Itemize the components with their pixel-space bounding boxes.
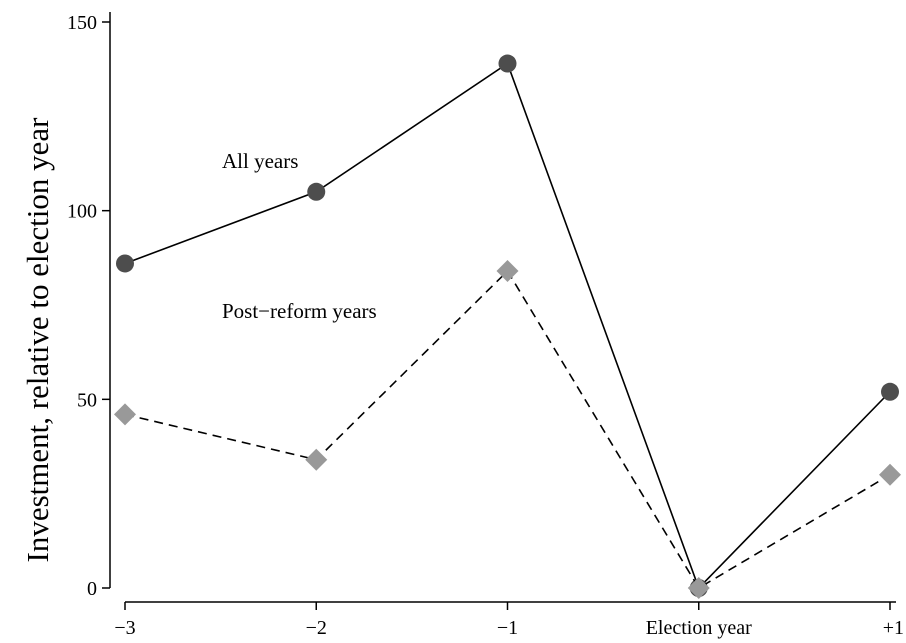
x-ticks: −3 −2 −1 Election year +1 xyxy=(114,602,904,639)
x-tick-label: −3 xyxy=(114,617,135,639)
annotation-all-years: All years xyxy=(222,149,298,173)
x-tick-label: +1 xyxy=(883,617,904,639)
annotation-layer: All years Post−reform years xyxy=(222,149,377,323)
data-point-diamond xyxy=(879,463,901,486)
data-point-circle xyxy=(116,254,134,273)
series-line xyxy=(124,62,891,590)
data-point-circle xyxy=(498,54,517,73)
annotation-post-reform-years: Post−reform years xyxy=(222,299,377,323)
data-point-diamond xyxy=(496,260,519,283)
x-tick-label: −2 xyxy=(306,617,327,639)
data-point-diamond xyxy=(305,448,328,471)
y-tick-label: 0 xyxy=(87,578,97,600)
y-tick-label: 100 xyxy=(67,201,97,223)
data-point-diamond xyxy=(114,403,136,426)
series-layer xyxy=(114,54,901,599)
series-all-years xyxy=(116,54,899,597)
data-point-circle xyxy=(307,182,326,201)
y-ticks: 0 50 100 150 xyxy=(67,12,110,600)
data-point-circle xyxy=(881,382,899,401)
y-tick-label: 50 xyxy=(77,389,97,411)
x-tick-label: −1 xyxy=(497,617,518,639)
y-axis: 0 50 100 150 Investment, relative to electi… xyxy=(20,12,111,600)
data-point-diamond xyxy=(687,577,710,599)
x-tick-label: Election year xyxy=(646,617,752,639)
x-axis: −3 −2 −1 Election year +1 xyxy=(114,601,904,639)
y-tick-label: 150 xyxy=(67,12,97,34)
series-post-reform-years xyxy=(114,260,901,599)
y-axis-title: Investment, relative to election year xyxy=(20,117,55,563)
